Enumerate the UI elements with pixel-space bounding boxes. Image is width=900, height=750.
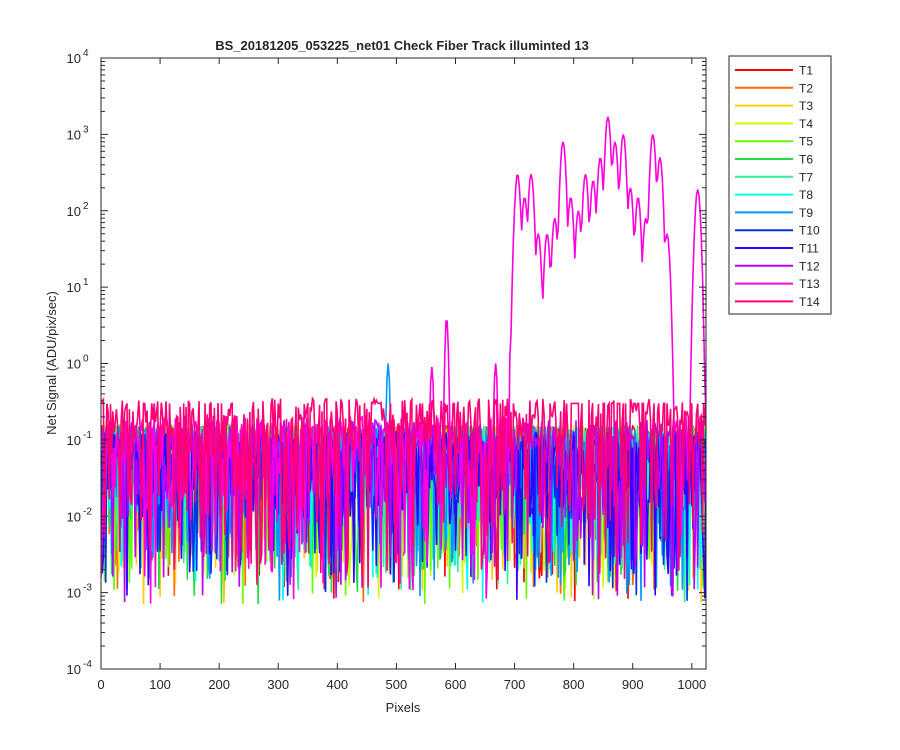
legend-label-t5: T5: [799, 135, 813, 149]
x-tick-label: 300: [267, 677, 289, 692]
legend-label-t10: T10: [799, 224, 820, 238]
y-tick-exponent: 3: [83, 124, 89, 135]
y-tick-label: 10: [67, 433, 81, 448]
y-tick-exponent: -1: [83, 430, 92, 441]
x-tick-label: 400: [326, 677, 348, 692]
series-line-t14: [101, 395, 706, 588]
legend-label-t1: T1: [799, 64, 813, 78]
y-tick-label: 10: [67, 586, 81, 601]
x-tick-label: 500: [386, 677, 408, 692]
legend-label-t13: T13: [799, 277, 820, 291]
y-tick-exponent: 2: [83, 201, 89, 212]
series-group: [101, 116, 706, 605]
legend-label-t11: T11: [799, 242, 819, 256]
legend-label-t6: T6: [799, 153, 813, 167]
x-tick-label: 900: [622, 677, 644, 692]
y-tick-exponent: -3: [83, 583, 92, 594]
legend-label-t3: T3: [799, 99, 813, 113]
x-tick-label: 100: [149, 677, 171, 692]
legend: T1 T2 T3 T4 T5 T6 T7 T8 T9 T10 T11 T12 T13 T14: [728, 55, 832, 315]
legend-label-t4: T4: [799, 117, 813, 131]
y-tick-label: 10: [67, 204, 81, 219]
y-axis-label: Net Signal (ADU/pix/sec): [44, 291, 59, 435]
x-tick-label: 1000: [677, 677, 706, 692]
legend-box: [728, 55, 832, 315]
y-tick-exponent: 1: [83, 277, 89, 288]
legend-label-t9: T9: [799, 206, 813, 220]
x-tick-label: 200: [208, 677, 230, 692]
legend-label-t7: T7: [799, 170, 813, 184]
x-tick-label: 0: [97, 677, 104, 692]
x-axis: 0 100 200 300 400 500 600 700 800 900 1000: [97, 58, 706, 692]
x-tick-label: 700: [504, 677, 526, 692]
y-tick-exponent: -2: [83, 506, 92, 517]
legend-label-t12: T12: [799, 259, 820, 273]
y-tick-label: 10: [67, 509, 81, 524]
x-tick-label: 800: [563, 677, 585, 692]
y-tick-label: 10: [67, 662, 81, 677]
y-tick-label: 10: [67, 51, 81, 66]
x-tick-label: 600: [445, 677, 467, 692]
y-tick-label: 10: [67, 280, 81, 295]
legend-label-t8: T8: [799, 188, 813, 202]
y-tick-label: 10: [67, 127, 81, 142]
y-tick-exponent: -4: [83, 659, 92, 670]
chart-title: BS_20181205_053225_net01 Check Fiber Tra…: [215, 38, 589, 53]
legend-label-t14: T14: [799, 295, 820, 309]
y-tick-label: 10: [67, 357, 81, 372]
legend-label-t2: T2: [799, 81, 813, 95]
y-tick-exponent: 0: [83, 354, 89, 365]
y-tick-exponent: 4: [83, 48, 89, 59]
plot-area: [101, 58, 706, 669]
x-axis-label: Pixels: [386, 700, 421, 715]
